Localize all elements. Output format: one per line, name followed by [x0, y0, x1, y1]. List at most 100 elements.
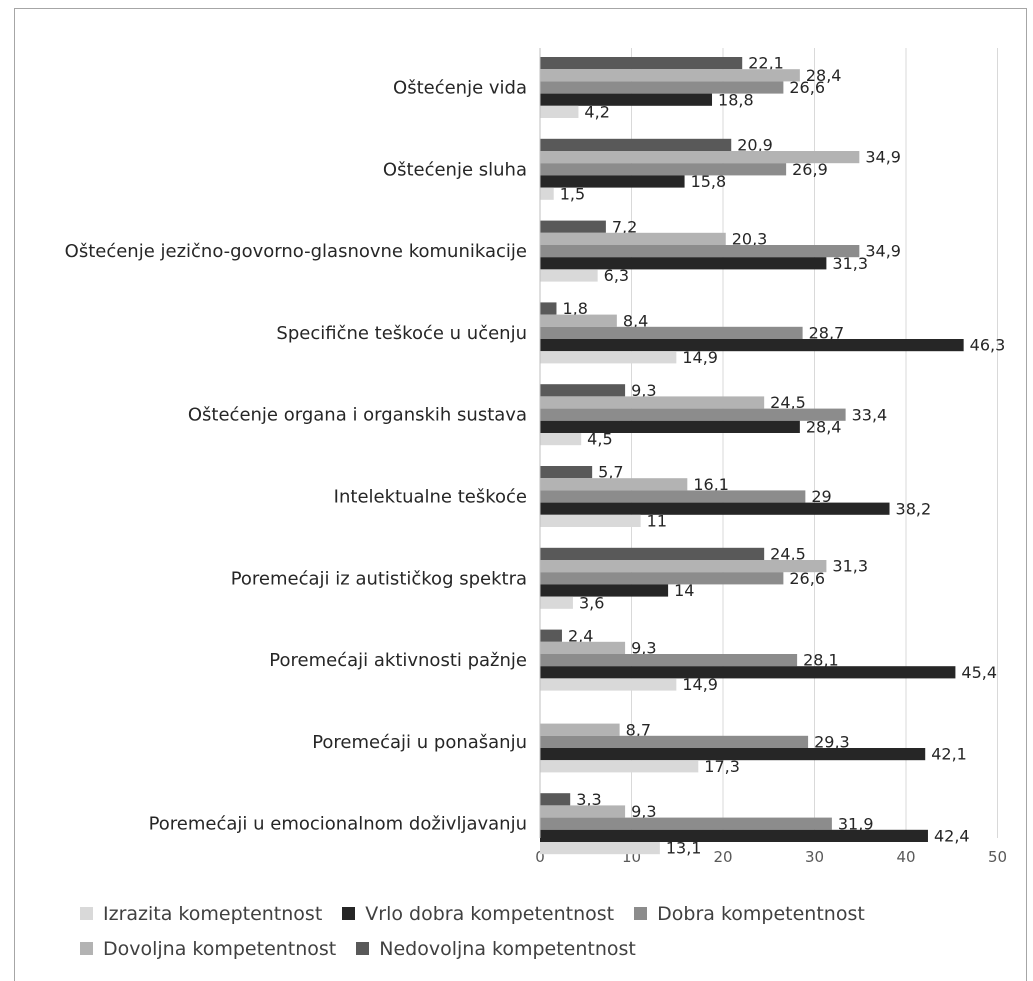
data-label: 26,9: [792, 160, 828, 179]
bar: [540, 678, 677, 691]
data-label: 17,3: [704, 757, 740, 776]
category-label: Poremećaji u ponašanju: [312, 732, 527, 753]
data-label: 14,9: [682, 675, 718, 694]
bar: [540, 232, 726, 245]
category-label: Oštećenje vida: [393, 78, 527, 99]
legend-swatch-nedovoljna: [356, 942, 370, 955]
data-label: 33,4: [852, 405, 888, 424]
data-label: 31,3: [832, 557, 868, 576]
bar: [540, 629, 562, 642]
category-label: Oštećenje organa i organskih sustava: [188, 405, 527, 426]
data-label: 24,5: [770, 393, 806, 412]
bar: [540, 641, 626, 654]
legend-swatch-vrlo-dobra: [342, 907, 356, 920]
data-label: 20,3: [732, 230, 768, 249]
legend-swatch-dobra: [634, 907, 648, 920]
data-label: 1,5: [560, 184, 585, 203]
category-label: Poremećaji iz autističkog spektra: [231, 568, 527, 589]
chart-frame: [14, 8, 1027, 981]
data-label: 29,3: [814, 733, 850, 752]
legend-label-dobra: Dobra kompetentnost: [657, 902, 865, 925]
bar: [540, 723, 620, 736]
bar: [540, 151, 860, 164]
data-label: 4,2: [584, 103, 609, 122]
data-label: 26,6: [789, 569, 825, 588]
x-tick-label: 20: [713, 848, 732, 866]
bar: [540, 748, 926, 761]
legend-label-nedovoljna: Nedovoljna kompetentnost: [379, 937, 636, 960]
bar: [540, 302, 557, 315]
bar: [540, 760, 699, 773]
x-tick-label: 0: [535, 848, 545, 866]
data-label: 9,3: [631, 802, 656, 821]
category-label: Poremećaji u emocionalnom doživljavanju: [149, 814, 527, 835]
data-label: 16,1: [693, 475, 729, 494]
data-label: 5,7: [598, 463, 623, 482]
data-label: 8,7: [626, 720, 651, 739]
bar: [540, 384, 626, 397]
legend-item-vrlo-dobra: Vrlo dobra kompetentnost: [342, 903, 614, 925]
bar: [540, 314, 617, 327]
bar: [540, 829, 928, 842]
data-label: 15,8: [691, 172, 727, 191]
bar: [540, 572, 784, 585]
data-label: 38,2: [896, 499, 932, 518]
bar: [540, 490, 806, 503]
bar: [540, 245, 860, 258]
legend-label-izrazita: Izrazita komeptentnost: [103, 902, 323, 925]
bar: [540, 547, 765, 560]
x-tick-label: 40: [896, 848, 915, 866]
data-label: 2,4: [568, 626, 593, 645]
data-label: 8,4: [623, 311, 648, 330]
legend-label-dovoljna: Dovoljna kompetentnost: [103, 937, 337, 960]
bar: [540, 654, 798, 667]
category-label: Poremećaji aktivnosti pažnje: [269, 650, 527, 671]
data-label: 26,6: [789, 78, 825, 97]
legend-item-dovoljna: Dovoljna kompetentnost: [80, 938, 336, 960]
bar: [540, 187, 554, 200]
bar: [540, 466, 593, 479]
data-label: 9,3: [631, 639, 656, 658]
data-label: 18,8: [718, 90, 754, 109]
bar: [540, 842, 660, 855]
category-label: Specifične teškoće u učenju: [276, 323, 527, 344]
data-label: 24,5: [770, 545, 806, 564]
legend-item-izrazita: Izrazita komeptentnost: [80, 903, 322, 925]
bar: [540, 69, 800, 82]
data-label: 34,9: [865, 242, 901, 261]
bar: [540, 596, 573, 609]
bar: [540, 163, 787, 176]
data-label: 13,1: [666, 839, 702, 858]
legend-item-nedovoljna: Nedovoljna kompetentnost: [356, 938, 636, 960]
category-label: Intelektualne teškoće: [334, 487, 527, 508]
bar: [540, 57, 743, 70]
bar: [540, 478, 688, 491]
data-label: 14,9: [682, 348, 718, 367]
bar: [540, 560, 827, 573]
data-label: 42,1: [931, 745, 967, 764]
bar: [540, 138, 732, 151]
bar: [540, 735, 809, 748]
chart-legend: Izrazita komeptentnost Vrlo dobra kompet…: [80, 896, 1010, 966]
data-label: 29: [811, 487, 831, 506]
data-label: 9,3: [631, 381, 656, 400]
data-label: 28,4: [806, 66, 842, 85]
legend-item-dobra: Dobra kompetentnost: [634, 903, 865, 925]
data-label: 28,4: [806, 418, 842, 437]
x-tick-label: 50: [988, 848, 1007, 866]
data-label: 6,3: [604, 266, 629, 285]
category-label: Oštećenje jezično-govorno-glasnovne komu…: [65, 241, 527, 262]
legend-swatch-dovoljna: [80, 942, 93, 955]
data-label: 31,3: [832, 254, 868, 273]
bar: [540, 805, 626, 818]
data-label: 20,9: [737, 136, 773, 155]
bar: [540, 666, 956, 679]
data-label: 3,6: [579, 593, 604, 612]
bar: [540, 326, 803, 339]
bar: [540, 514, 641, 527]
data-label: 3,3: [576, 790, 601, 809]
bar: [540, 220, 606, 233]
legend-swatch-izrazita: [80, 907, 93, 920]
data-label: 42,4: [934, 827, 970, 846]
bar: [540, 81, 784, 94]
